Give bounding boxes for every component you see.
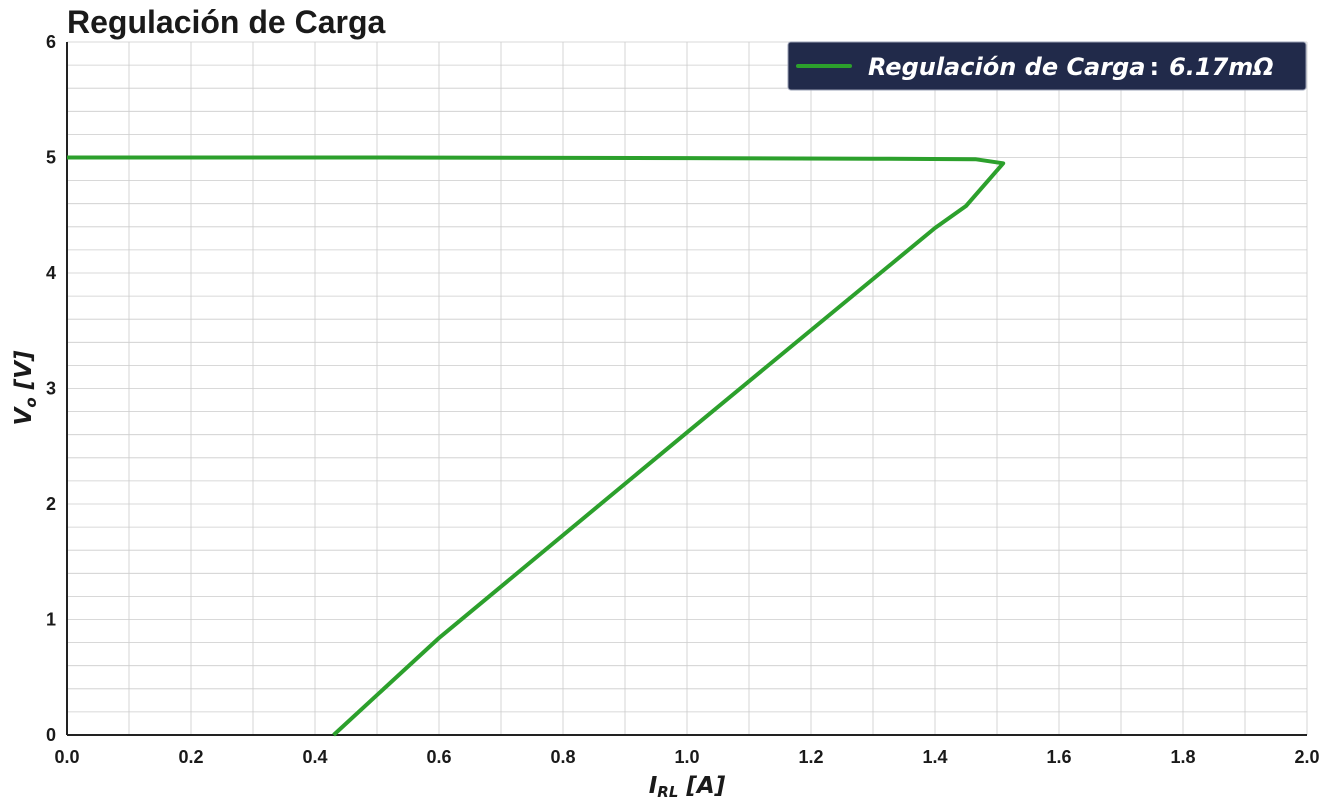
x-tick-label: 1.4 — [922, 747, 947, 767]
y-axis-label-main: V — [11, 405, 37, 425]
x-axis-label-sub: RL — [657, 783, 678, 801]
x-axis-label-unit: [A] — [678, 773, 725, 799]
legend-label: Regulación de Carga:6.17mΩ — [868, 53, 1274, 81]
x-tick-label: 1.0 — [674, 747, 699, 767]
x-tick-label: 0.8 — [550, 747, 575, 767]
y-tick-label: 3 — [46, 379, 56, 399]
y-tick-label: 1 — [46, 610, 56, 630]
x-tick-label: 0.6 — [426, 747, 451, 767]
x-axis-label: IRL [A] — [649, 773, 726, 801]
y-tick-label: 2 — [46, 494, 56, 514]
x-tick-label: 0.0 — [54, 747, 79, 767]
chart-title: Regulación de Carga — [67, 4, 386, 40]
legend-label-main: Regulación de Carga — [868, 53, 1145, 81]
x-tick-label: 0.4 — [302, 747, 327, 767]
series-line — [67, 155, 1006, 737]
y-tick-label: 4 — [46, 263, 56, 283]
x-tick-label: 2.0 — [1294, 747, 1319, 767]
series — [67, 155, 1006, 737]
x-axis-label-main: I — [649, 773, 658, 799]
y-axis-label-unit: [V] — [11, 350, 37, 397]
legend: Regulación de Carga:6.17mΩ — [787, 41, 1307, 91]
x-tick-label: 0.2 — [178, 747, 203, 767]
y-axis-label: Vo [V] — [11, 350, 40, 425]
y-tick-label: 5 — [46, 148, 56, 168]
grid — [66, 41, 1308, 736]
legend-label-sep: : — [1149, 53, 1159, 81]
x-tick-label: 1.2 — [798, 747, 823, 767]
tick-labels: 0.0 0.2 0.4 0.6 0.8 1.0 1.2 1.4 1.6 1.8 2.0 0 1 2 3 4 5 6 — [46, 32, 1320, 767]
legend-box — [787, 41, 1307, 91]
legend-label-value: 6.17mΩ — [1169, 53, 1274, 81]
y-tick-label: 6 — [46, 32, 56, 52]
x-tick-label: 1.6 — [1046, 747, 1071, 767]
y-tick-label: 0 — [46, 725, 56, 745]
x-tick-label: 1.8 — [1170, 747, 1195, 767]
y-axis-label-sub: o — [22, 397, 40, 407]
